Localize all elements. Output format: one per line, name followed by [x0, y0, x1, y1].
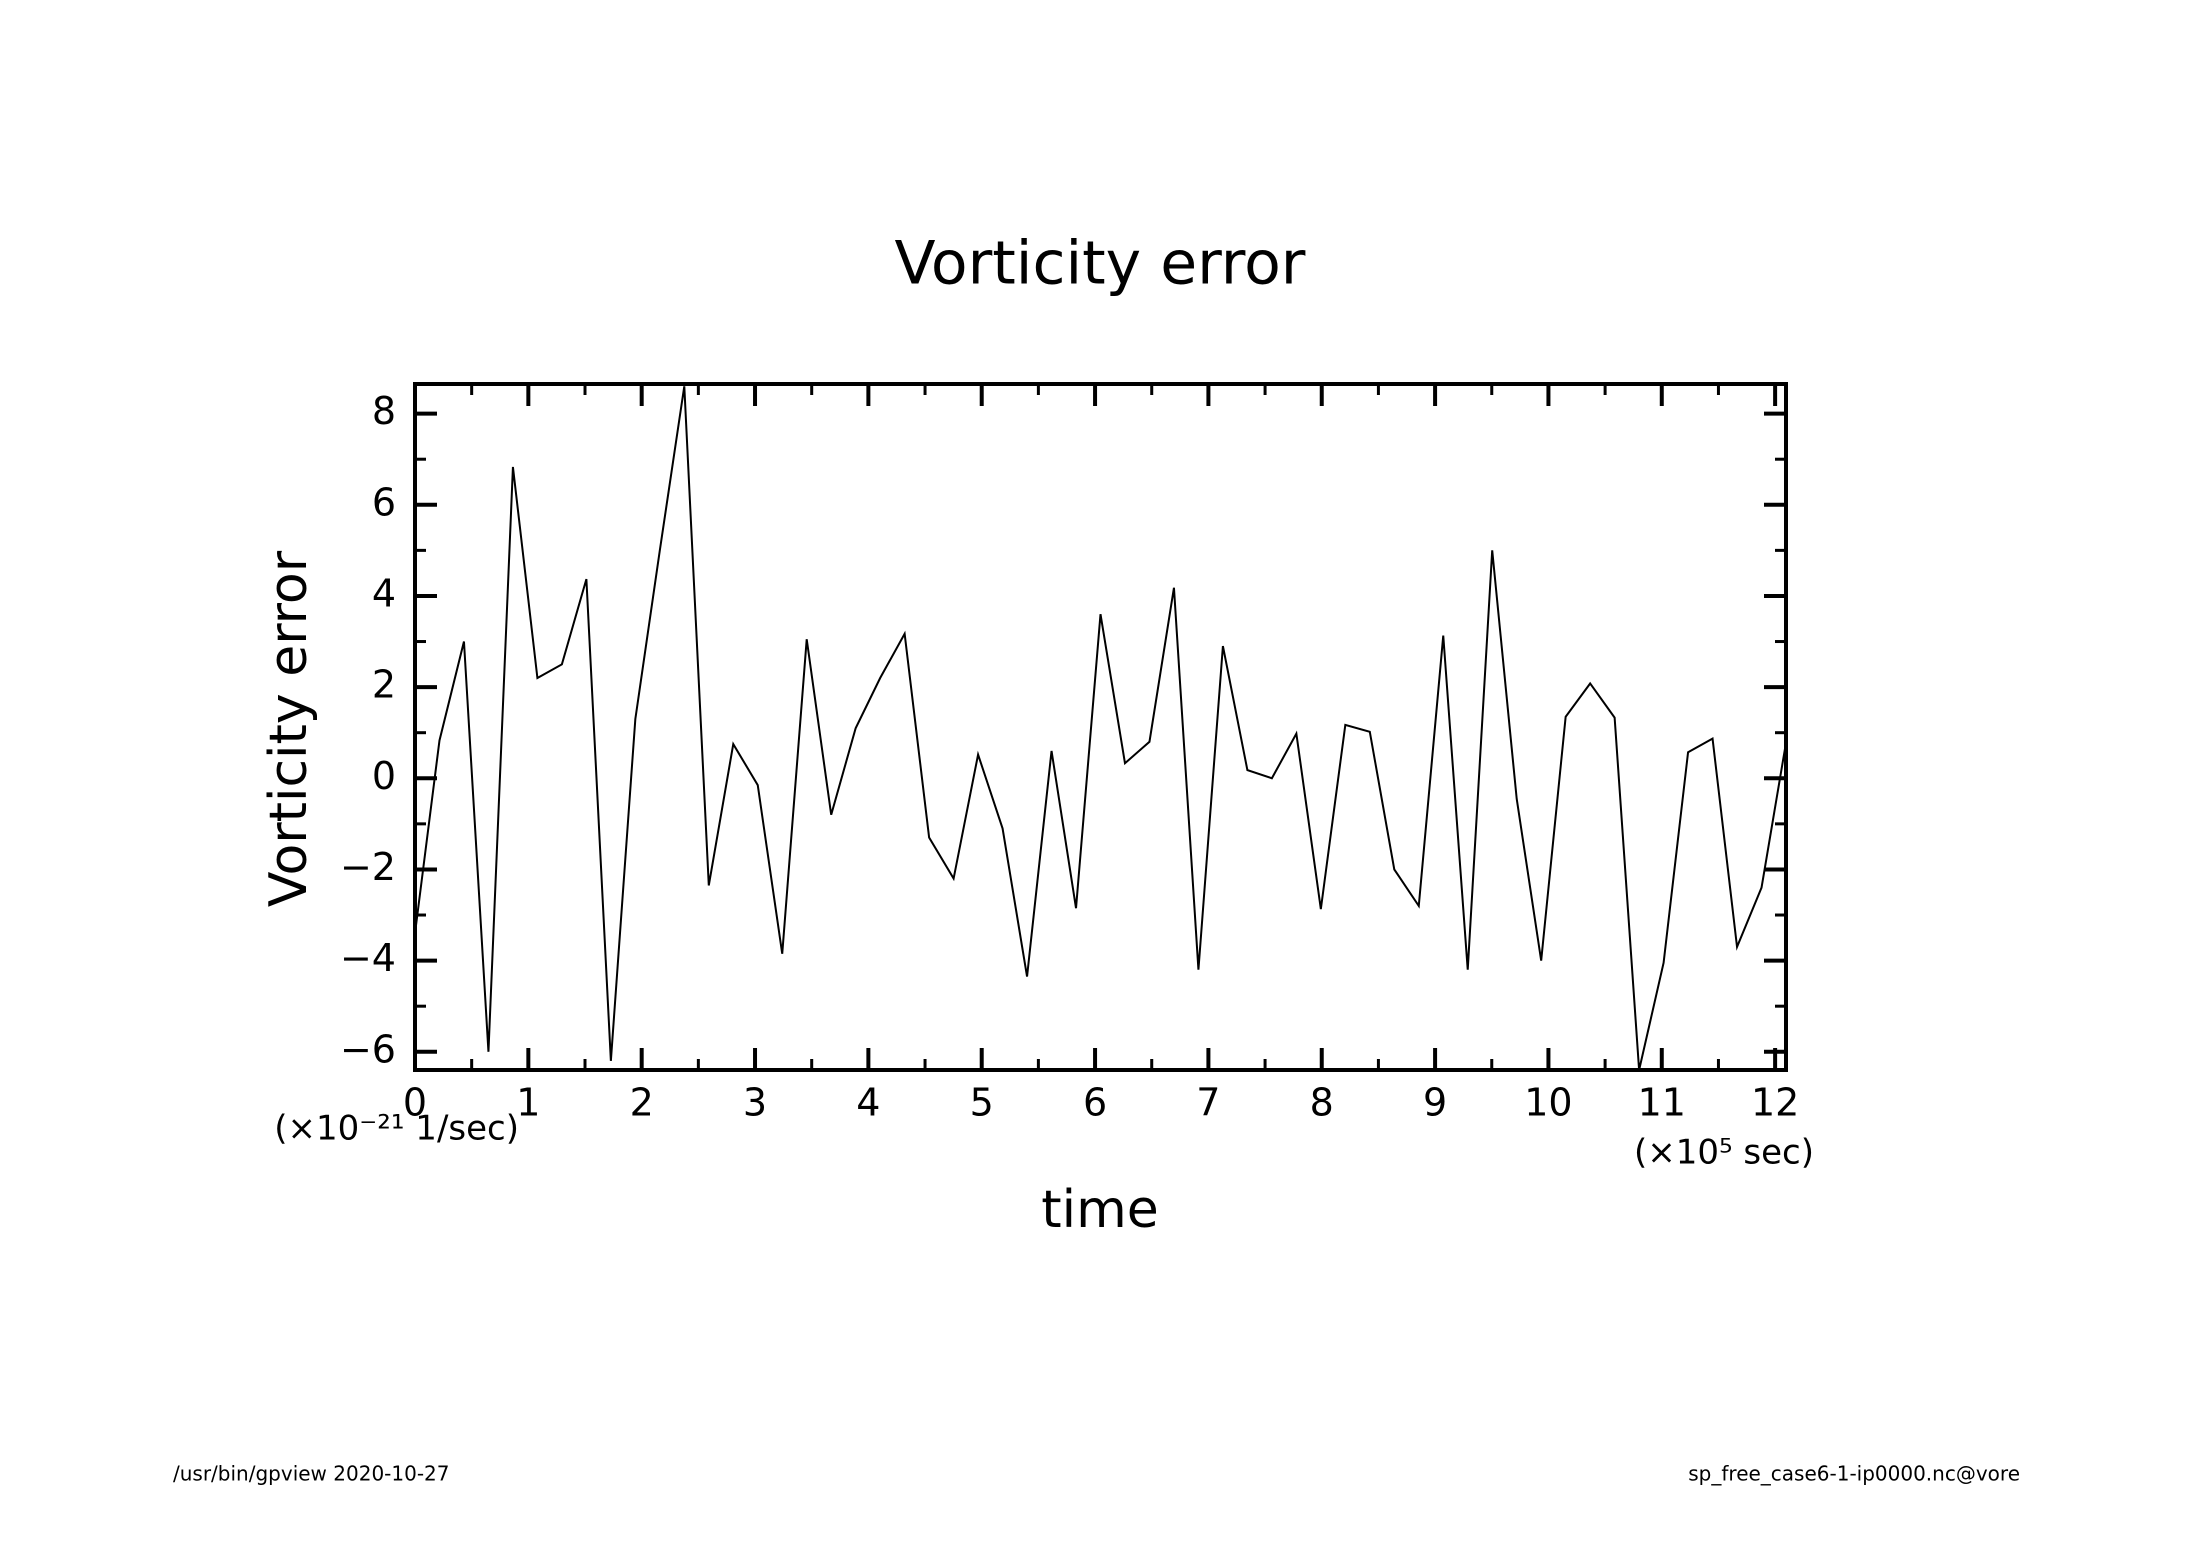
y-tick-label: −2: [340, 845, 396, 889]
x-tick-label: 10: [1524, 1081, 1572, 1125]
x-tick-label: 12: [1751, 1081, 1799, 1125]
x-tick-label: 2: [630, 1081, 654, 1125]
footer-right: sp_free_case6-1-ip0000.nc@vore: [1688, 1462, 2020, 1486]
x-tick-label: 11: [1638, 1081, 1686, 1125]
x-tick-label: 8: [1310, 1081, 1334, 1125]
y-tick-label: −4: [340, 936, 396, 980]
y-tick-label: 6: [372, 480, 396, 524]
y-unit: (×10⁻²¹ 1/sec): [274, 1109, 519, 1149]
y-tick-label: −6: [340, 1027, 396, 1071]
y-tick-label: 4: [372, 571, 396, 615]
plot-frame: [413, 382, 1788, 1072]
x-tick-label: 7: [1196, 1081, 1220, 1125]
x-unit: (×10⁵ sec): [1634, 1133, 1814, 1173]
y-tick-label: 2: [372, 663, 396, 707]
data-line: [414, 386, 1787, 1071]
x-tick-label: 9: [1423, 1081, 1447, 1125]
chart-title: Vorticity error: [895, 229, 1306, 299]
x-tick-label: 1: [516, 1081, 540, 1125]
x-tick-label: 0: [403, 1081, 427, 1125]
y-axis-label: Vorticity error: [259, 550, 319, 907]
x-axis-label: time: [1041, 1180, 1158, 1240]
y-tick-label: 0: [372, 754, 396, 798]
x-tick-label: 3: [743, 1081, 767, 1125]
footer-left: /usr/bin/gpview 2020-10-27: [173, 1462, 450, 1486]
x-tick-label: 6: [1083, 1081, 1107, 1125]
x-tick-label: 4: [856, 1081, 880, 1125]
y-tick-label: 8: [372, 389, 396, 433]
x-tick-label: 5: [970, 1081, 994, 1125]
